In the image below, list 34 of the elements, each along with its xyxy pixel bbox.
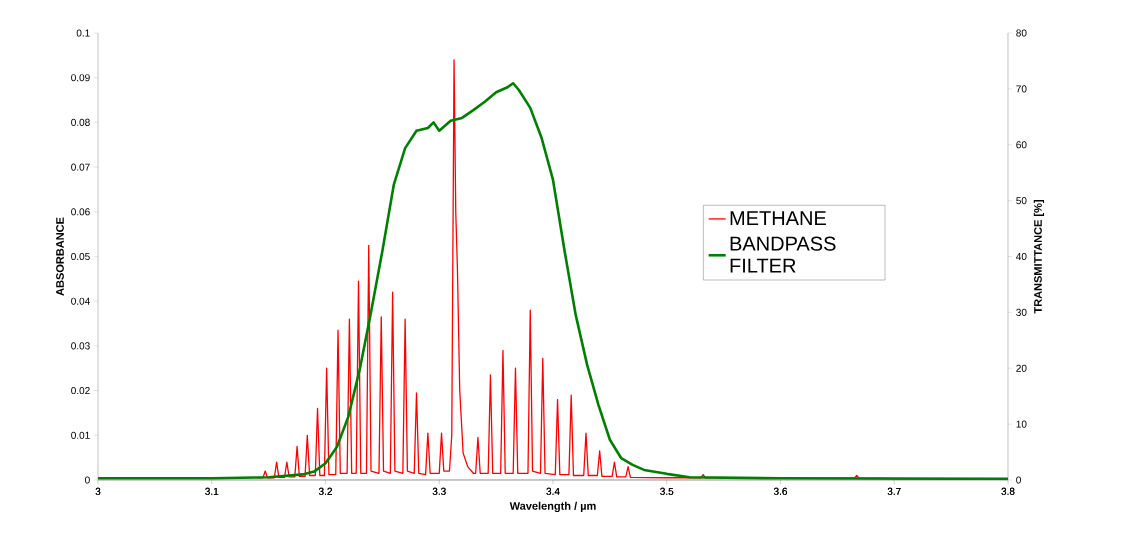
x-axis-title: Wavelength / µm [509,501,596,513]
legend-label: BANDPASS FILTER [730,236,836,273]
y-tick-label: 0.02 [71,387,90,395]
y2-axis-title: TRANSMITTANCE [%] [1033,200,1045,314]
y2-tick-label: 70 [1016,85,1027,93]
x-tick-label: 3.7 [887,487,901,495]
x-tick-label: 3.8 [1001,487,1015,495]
y-tick-label: 0.01 [71,431,90,439]
legend-label: METHANE [730,211,826,226]
x-tick-label: 3 [95,487,101,495]
x-tick-label: 3.4 [546,487,560,495]
y-tick-label: 0.05 [71,252,90,261]
y2-tick-label: 10 [1016,420,1027,428]
y-tick-label: 0.09 [71,74,90,82]
y-tick-label: 0.06 [71,208,90,216]
y-tick-label: 0.04 [71,297,90,305]
y-tick-label: 0.1 [76,29,90,37]
y2-tick-label: 0 [1016,476,1021,484]
y2-tick-label: 40 [1016,252,1027,261]
y2-tick-label: 50 [1016,197,1027,205]
y-tick-label: 0.03 [71,342,90,350]
y-tick-label: 0.07 [71,163,90,171]
x-tick-label: 3.6 [773,487,788,495]
x-tick-label: 3.1 [205,487,219,495]
y-tick-label: 0.08 [71,118,90,126]
y2-tick-label: 60 [1016,141,1027,149]
y-tick-label: 0 [85,476,90,484]
x-tick-label: 3.2 [318,487,332,495]
y2-tick-label: 30 [1016,308,1027,316]
x-tick-label: 3.5 [660,487,674,495]
y2-tick-label: 80 [1016,29,1027,37]
x-tick-label: 3.3 [432,487,446,495]
y2-tick-label: 20 [1016,364,1027,372]
y-axis-title: ABSORBANCE [56,217,64,296]
